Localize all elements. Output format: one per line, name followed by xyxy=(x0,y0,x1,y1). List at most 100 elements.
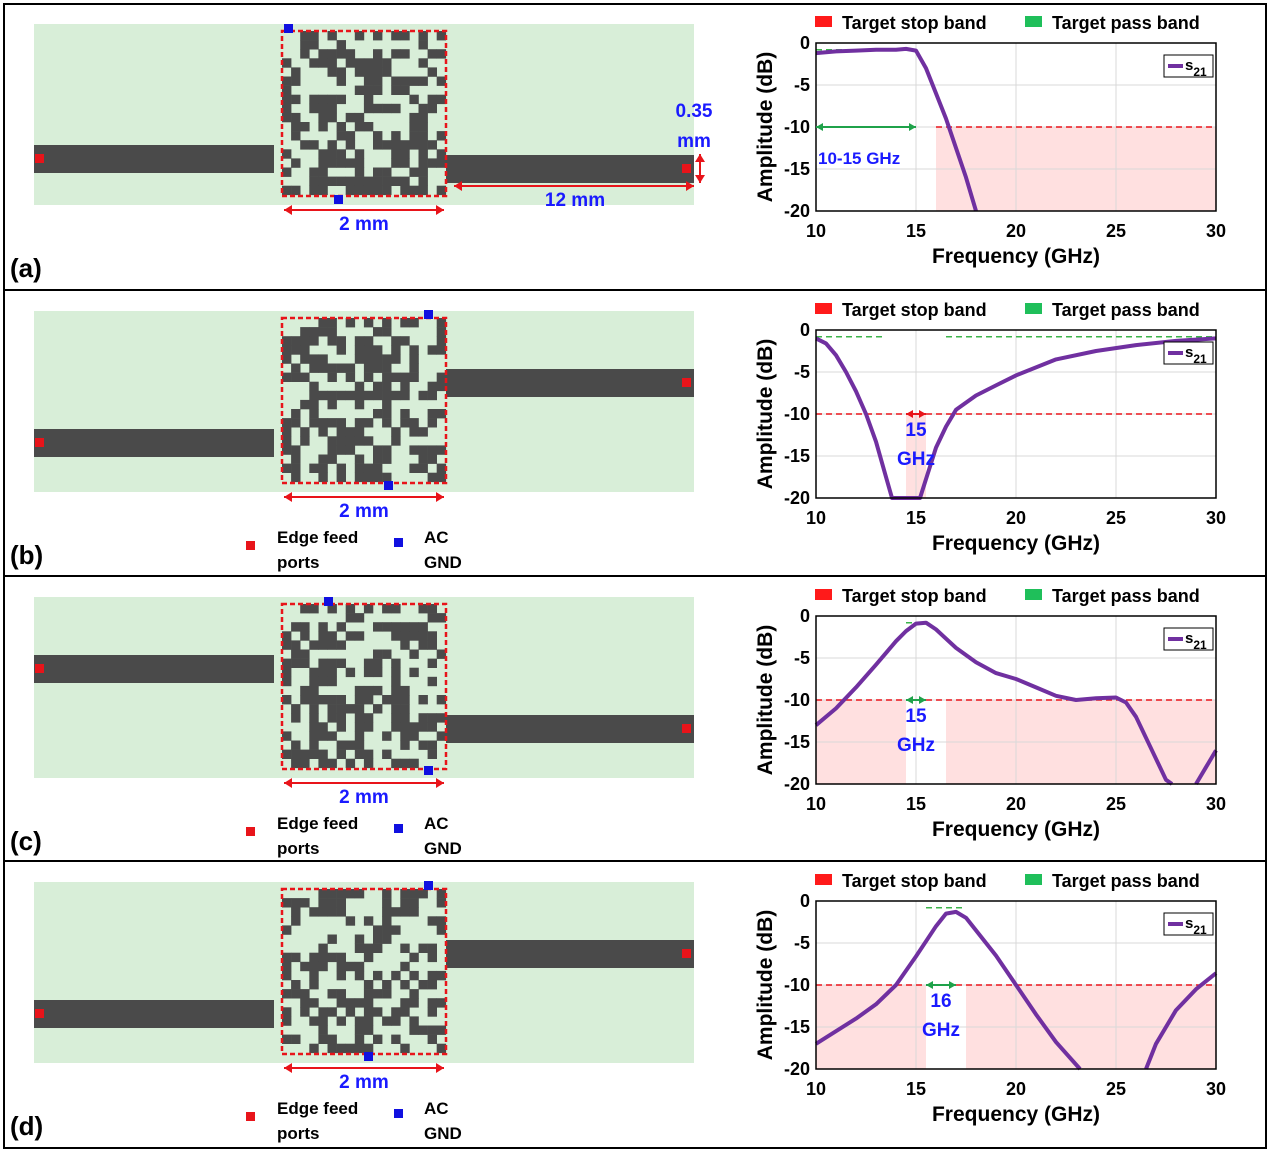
pixel-cell xyxy=(354,158,365,168)
pixel-cell xyxy=(391,427,401,437)
pixel-cell xyxy=(400,758,410,769)
band-annotation: 10-15 GHz xyxy=(818,149,900,168)
pixel-cell xyxy=(291,336,301,346)
pixel-cell xyxy=(427,390,437,401)
pixel-cell xyxy=(309,140,319,150)
pixel-cell xyxy=(327,140,337,150)
pixel-cell xyxy=(291,363,301,373)
pixel-cell xyxy=(409,418,419,428)
pixel-cell xyxy=(409,354,419,364)
pixel-cell xyxy=(436,131,447,141)
pixel-cell xyxy=(318,631,328,641)
x-axis-label: Frequency (GHz) xyxy=(932,245,1100,268)
pixel-cell xyxy=(400,1043,410,1054)
dim-2mm-label: 2 mm xyxy=(339,214,389,235)
pixel-cell xyxy=(363,67,374,77)
pixel-cell xyxy=(363,952,374,963)
pixel-cell xyxy=(373,934,383,944)
pixel-cell xyxy=(354,685,365,696)
pixel-cell xyxy=(354,1025,365,1035)
feed-port-legend-text: Edge feed xyxy=(277,814,358,833)
pixel-cell xyxy=(436,318,447,328)
pixel-cell xyxy=(309,1043,319,1054)
pixel-cell xyxy=(373,354,383,364)
pixel-cell xyxy=(373,463,383,473)
pixel-cell xyxy=(373,704,383,714)
series-legend-box xyxy=(1163,627,1214,651)
dim-h-arrows xyxy=(695,154,705,183)
pixel-cell xyxy=(282,961,292,972)
pixel-cell xyxy=(363,758,374,769)
ac-gnd-port xyxy=(324,597,333,606)
pixel-cell xyxy=(373,363,383,373)
pixel-cell xyxy=(427,454,437,464)
pixel-cell xyxy=(291,980,301,990)
pixel-cell xyxy=(400,149,410,159)
pixel-cell xyxy=(354,58,365,68)
pixel-cell xyxy=(363,980,374,990)
pixel-cell xyxy=(354,436,365,446)
pixel-cell xyxy=(300,436,310,446)
pixel-cell xyxy=(363,418,374,428)
pixel-cell xyxy=(418,158,428,168)
stop-band-legend-label: Target stop band xyxy=(842,300,987,320)
pixel-cell xyxy=(427,943,437,953)
pixel-cell xyxy=(345,112,356,123)
pixel-cell xyxy=(391,658,401,668)
x-tick-label: 10 xyxy=(806,1079,826,1099)
series-legend-box xyxy=(1163,912,1214,936)
pixel-cell xyxy=(336,427,346,437)
pixel-cell xyxy=(282,112,292,123)
pixel-cell xyxy=(327,372,337,382)
pixel-cell xyxy=(409,731,419,741)
feed-line-left xyxy=(34,1000,274,1028)
feed-port-legend-text: ports xyxy=(277,839,320,858)
pixel-cell xyxy=(327,934,337,944)
pixel-cell xyxy=(300,49,310,59)
pixel-cell xyxy=(318,112,328,123)
pixel-cell xyxy=(373,185,383,196)
pixel-cell xyxy=(391,695,401,705)
y-tick-label: -15 xyxy=(784,732,810,752)
pixel-cell xyxy=(291,454,301,464)
pixel-cell xyxy=(436,998,447,1008)
pixel-cell xyxy=(336,1016,346,1026)
pixel-cell xyxy=(309,704,319,714)
pixel-cell xyxy=(318,640,328,650)
pixel-cell xyxy=(282,103,292,114)
pixel-cell xyxy=(291,758,301,769)
pixel-cell xyxy=(373,390,383,401)
pixel-cell xyxy=(409,318,419,328)
pixel-cell xyxy=(409,140,419,150)
pixel-cell xyxy=(409,907,419,917)
pixel-cell xyxy=(418,604,428,614)
y-axis-label: Amplitude (dB) xyxy=(754,910,777,1060)
pixel-cell xyxy=(382,363,392,373)
pixel-cell xyxy=(400,49,410,59)
pixel-cell xyxy=(309,952,319,963)
pixel-cell xyxy=(427,613,437,623)
pixel-cell xyxy=(373,131,383,141)
pixel-cell xyxy=(391,390,401,401)
pixel-cell xyxy=(391,158,401,168)
feed-line-left xyxy=(34,429,274,457)
pixel-cell xyxy=(354,695,365,705)
pixel-cell xyxy=(363,604,374,614)
pixel-cell xyxy=(391,713,401,723)
pixel-cell xyxy=(354,345,365,355)
y-tick-label: -20 xyxy=(784,488,810,508)
pixel-cell xyxy=(336,336,346,346)
pixel-cell xyxy=(427,472,437,483)
y-tick-label: -15 xyxy=(784,446,810,466)
pixel-cell xyxy=(382,731,392,741)
pixel-cell xyxy=(427,998,437,1008)
pixel-cell xyxy=(300,1007,310,1017)
pixel-cell xyxy=(427,916,437,926)
pixel-cell xyxy=(382,604,392,614)
pixel-cell xyxy=(382,167,392,177)
pixel-cell xyxy=(382,695,392,705)
pixel-cell xyxy=(418,463,428,473)
pixel-cell xyxy=(409,989,419,999)
feed-port-legend-text: Edge feed xyxy=(277,528,358,547)
stop-band-legend-label: Target stop band xyxy=(842,13,987,33)
